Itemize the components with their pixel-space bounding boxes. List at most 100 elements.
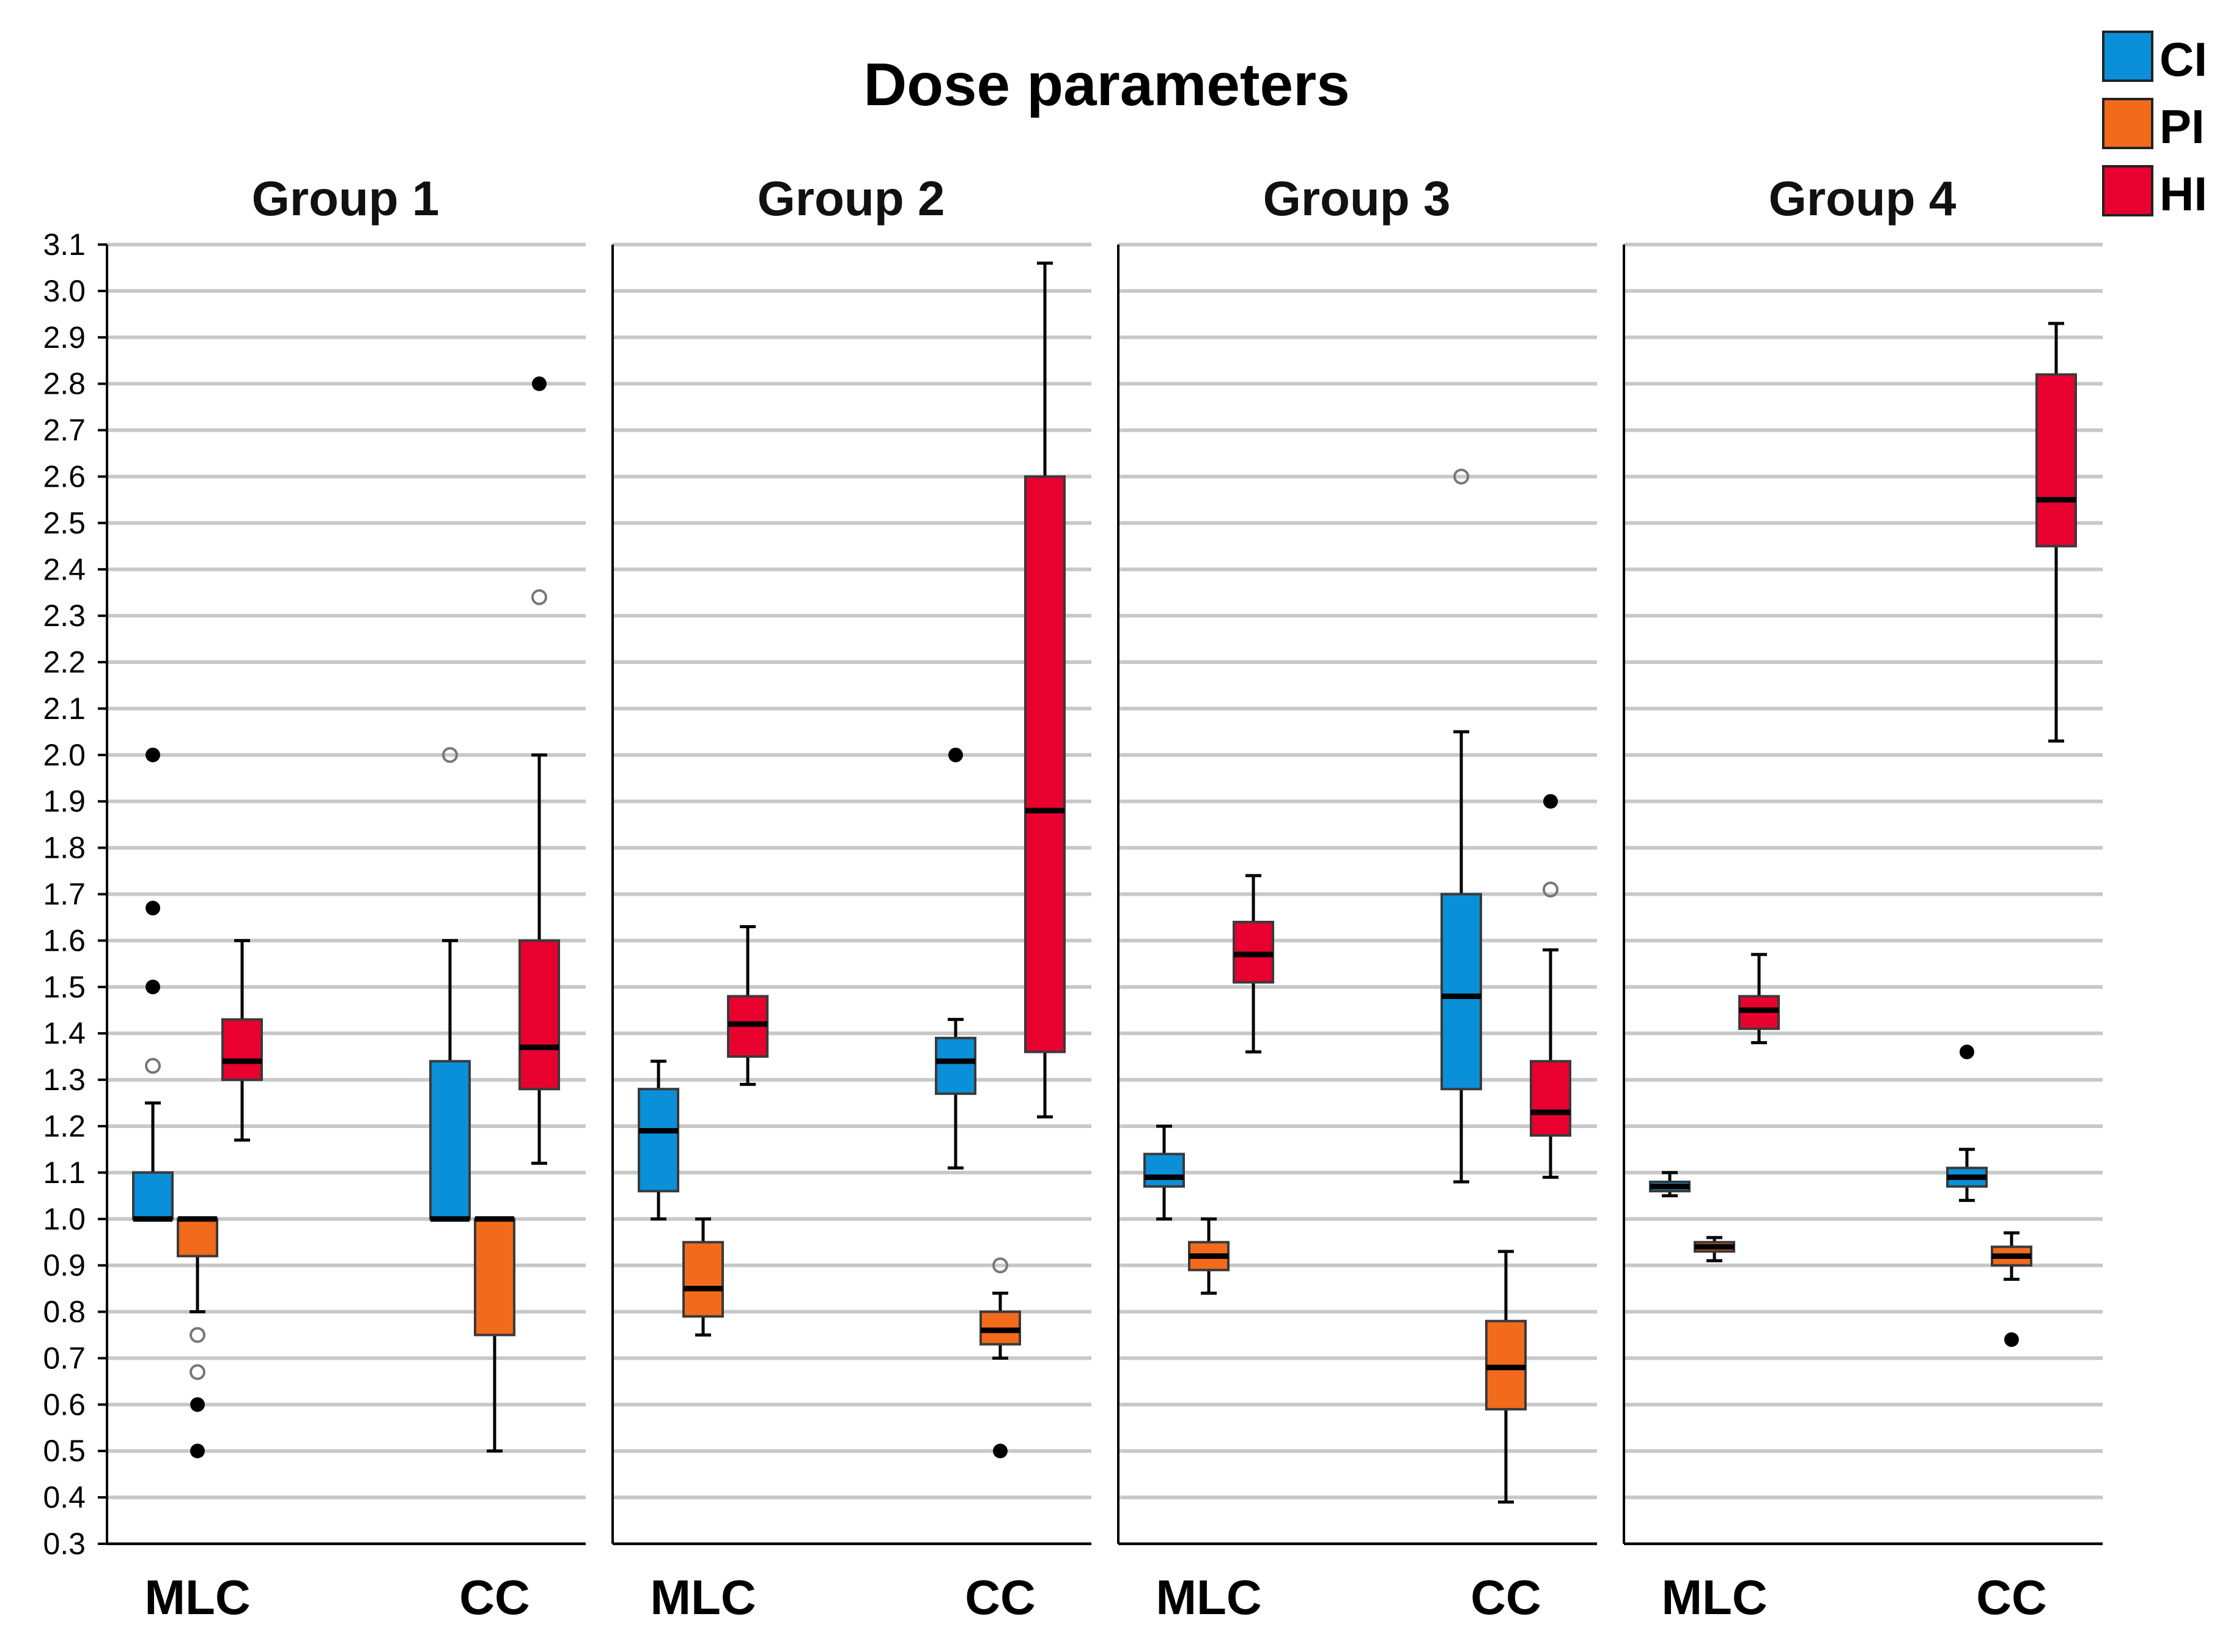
iqr-box (132, 1171, 174, 1220)
iqr-box (474, 1217, 515, 1337)
outlier-point (190, 1327, 205, 1343)
extreme-point (190, 1397, 205, 1412)
iqr-box (682, 1241, 724, 1318)
box-ci-mlc (1649, 1171, 1691, 1198)
box-hi-mlc (1233, 874, 1274, 1054)
y-tick-label: 3.1 (43, 227, 86, 262)
y-tick-label: 2.8 (43, 367, 86, 401)
y-tick-label: 1.2 (43, 1109, 86, 1143)
y-tick-label: 1.3 (43, 1063, 86, 1097)
legend: CI PI HI (2102, 31, 2207, 221)
iqr-box (935, 1036, 976, 1095)
box-ci-mlc (1143, 1124, 1185, 1221)
x-category-label: MLC (144, 1570, 250, 1624)
y-tick-label: 2.2 (43, 645, 86, 679)
legend-swatch-pi (2102, 98, 2153, 149)
y-tick-label: 0.7 (43, 1341, 86, 1375)
box-hi-cc (518, 376, 560, 1165)
x-category-label: CC (965, 1570, 1036, 1624)
grid-layer (107, 243, 2103, 1546)
box-pi-cc (1485, 1250, 1527, 1504)
legend-swatch-ci (2102, 31, 2153, 82)
outlier-point (1543, 881, 1558, 898)
iqr-box (177, 1217, 218, 1258)
y-tick-label: 2.3 (43, 599, 86, 633)
y-tick-label: 2.4 (43, 552, 86, 586)
y-tick-label: 0.9 (43, 1248, 86, 1283)
box-ci-mlc (132, 747, 174, 1222)
box-hi-cc (1024, 261, 1066, 1119)
iqr-box (1530, 1060, 1571, 1137)
extreme-point (1543, 794, 1558, 809)
chart-title: Dose parameters (863, 51, 1349, 118)
y-tick-label: 1.8 (43, 831, 86, 865)
y-tick-label: 3.0 (43, 274, 86, 308)
y-tick-label: 0.3 (43, 1527, 86, 1561)
box-ci-cc (1440, 468, 1482, 1184)
extreme-point (146, 979, 160, 995)
box-hi-cc (1530, 794, 1571, 1179)
outlier-point (992, 1257, 1008, 1274)
x-category-label: CC (459, 1570, 530, 1624)
outlier-point (531, 589, 547, 605)
legend-label-hi: HI (2160, 167, 2207, 221)
y-tick-label: 1.7 (43, 877, 86, 912)
panel-title-group-2: Group 2 (758, 171, 945, 226)
y-tick-label: 2.1 (43, 691, 86, 726)
iqr-box (2035, 373, 2077, 548)
y-tick-label: 1.5 (43, 970, 86, 1004)
y-tick-label: 1.9 (43, 784, 86, 819)
extreme-point (993, 1444, 1008, 1459)
axes-layer: Group 1 MLC CC Group 2 MLC CC Group 3 MLC CC Grou… (43, 171, 2103, 1624)
y-tick-label: 0.5 (43, 1434, 86, 1468)
outlier-point (190, 1364, 205, 1381)
box-ci-cc (1946, 1044, 1988, 1202)
box-hi-mlc (727, 925, 769, 1086)
y-tick-label: 1.4 (43, 1016, 86, 1050)
box-pi-mlc (1694, 1236, 1735, 1263)
outlier-point (145, 1058, 161, 1074)
y-tick-label: 1.1 (43, 1156, 86, 1190)
extreme-point (146, 901, 160, 916)
iqr-box (429, 1060, 471, 1220)
outlier-point (442, 747, 458, 763)
box-hi-mlc (221, 938, 263, 1142)
y-tick-label: 2.0 (43, 738, 86, 772)
extreme-point (948, 747, 963, 762)
panel-title-group-1: Group 1 (252, 171, 440, 226)
box-pi-mlc (177, 1216, 218, 1459)
box-hi-cc (2035, 322, 2077, 743)
box-pi-cc (474, 1216, 515, 1453)
box-ci-cc (935, 747, 976, 1170)
panel-title-group-3: Group 3 (1263, 171, 1451, 226)
x-category-label: CC (1470, 1570, 1541, 1624)
box-pi-mlc (1188, 1217, 1230, 1295)
y-tick-label: 1.0 (43, 1202, 86, 1236)
extreme-point (190, 1444, 205, 1459)
y-tick-label: 2.5 (43, 506, 86, 540)
panel-title-group-4: Group 4 (1769, 171, 1957, 226)
box-pi-cc (979, 1257, 1021, 1459)
x-category-label: CC (1976, 1570, 2047, 1624)
y-tick-label: 0.6 (43, 1387, 86, 1422)
iqr-box (221, 1018, 263, 1082)
y-tick-label: 2.9 (43, 320, 86, 355)
box-ci-mlc (638, 1060, 679, 1221)
box-pi-mlc (682, 1217, 724, 1337)
y-tick-label: 2.6 (43, 459, 86, 493)
legend-swatch-hi (2102, 165, 2153, 216)
x-category-label: MLC (1156, 1570, 1261, 1624)
legend-label-pi: PI (2160, 100, 2205, 153)
box-hi-mlc (1738, 953, 1780, 1044)
iqr-box (518, 939, 560, 1091)
box-pi-cc (1991, 1231, 2032, 1348)
extreme-point (1960, 1044, 1974, 1060)
iqr-box (1024, 475, 1066, 1053)
box-ci-cc (429, 747, 471, 1222)
y-tick-label: 0.8 (43, 1295, 86, 1329)
iqr-box (638, 1088, 679, 1193)
extreme-point (532, 376, 547, 391)
y-tick-label: 0.4 (43, 1480, 86, 1514)
